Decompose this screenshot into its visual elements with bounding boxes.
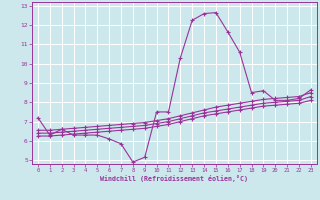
X-axis label: Windchill (Refroidissement éolien,°C): Windchill (Refroidissement éolien,°C) [100, 175, 248, 182]
